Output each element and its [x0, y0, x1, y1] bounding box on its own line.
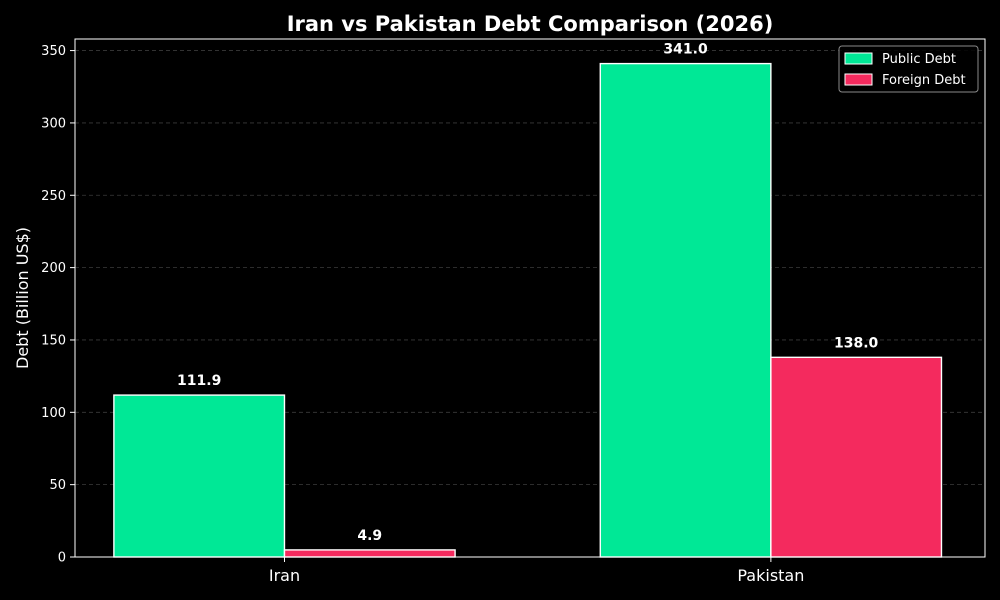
y-tick-label: 100: [41, 406, 66, 421]
chart-title: Iran vs Pakistan Debt Comparison (2026): [287, 12, 774, 36]
y-tick-label: 350: [41, 44, 66, 59]
legend-box: [838, 45, 979, 93]
legend-swatch: [844, 52, 873, 65]
bar-public-debt-pakistan: [599, 62, 772, 558]
x-axis: Iran Pakistan: [269, 557, 804, 585]
y-tick-label: 0: [58, 551, 66, 566]
y-tick-label: 200: [41, 261, 66, 276]
y-tick-label: 50: [49, 478, 66, 493]
legend: Public Debt Foreign Debt: [838, 45, 979, 93]
data-label: 111.9: [177, 373, 221, 389]
bar-public-debt-iran: [113, 394, 286, 558]
data-label: 4.9: [357, 528, 382, 544]
y-tick-label: 250: [41, 189, 66, 204]
x-tick-label: Pakistan: [737, 566, 804, 585]
bars: [113, 62, 943, 558]
data-label: 138.0: [834, 335, 879, 351]
legend-label: Public Debt: [882, 52, 956, 67]
legend-label: Foreign Debt: [882, 73, 966, 88]
bar-foreign-debt-iran: [283, 549, 456, 558]
data-labels: 111.9 4.9 341.0 138.0: [177, 42, 879, 544]
y-tick-label: 300: [41, 116, 66, 131]
y-axis: 0 50 100 150 200 250 300 350: [41, 44, 75, 566]
plot-frame: [74, 38, 986, 558]
x-tick-label: Iran: [269, 566, 300, 585]
y-axis-label: Debt (Billion US$): [13, 227, 32, 369]
legend-swatch: [844, 73, 873, 86]
bar-foreign-debt-pakistan: [770, 356, 943, 558]
y-tick-label: 150: [41, 333, 66, 348]
data-label: 341.0: [663, 42, 708, 58]
